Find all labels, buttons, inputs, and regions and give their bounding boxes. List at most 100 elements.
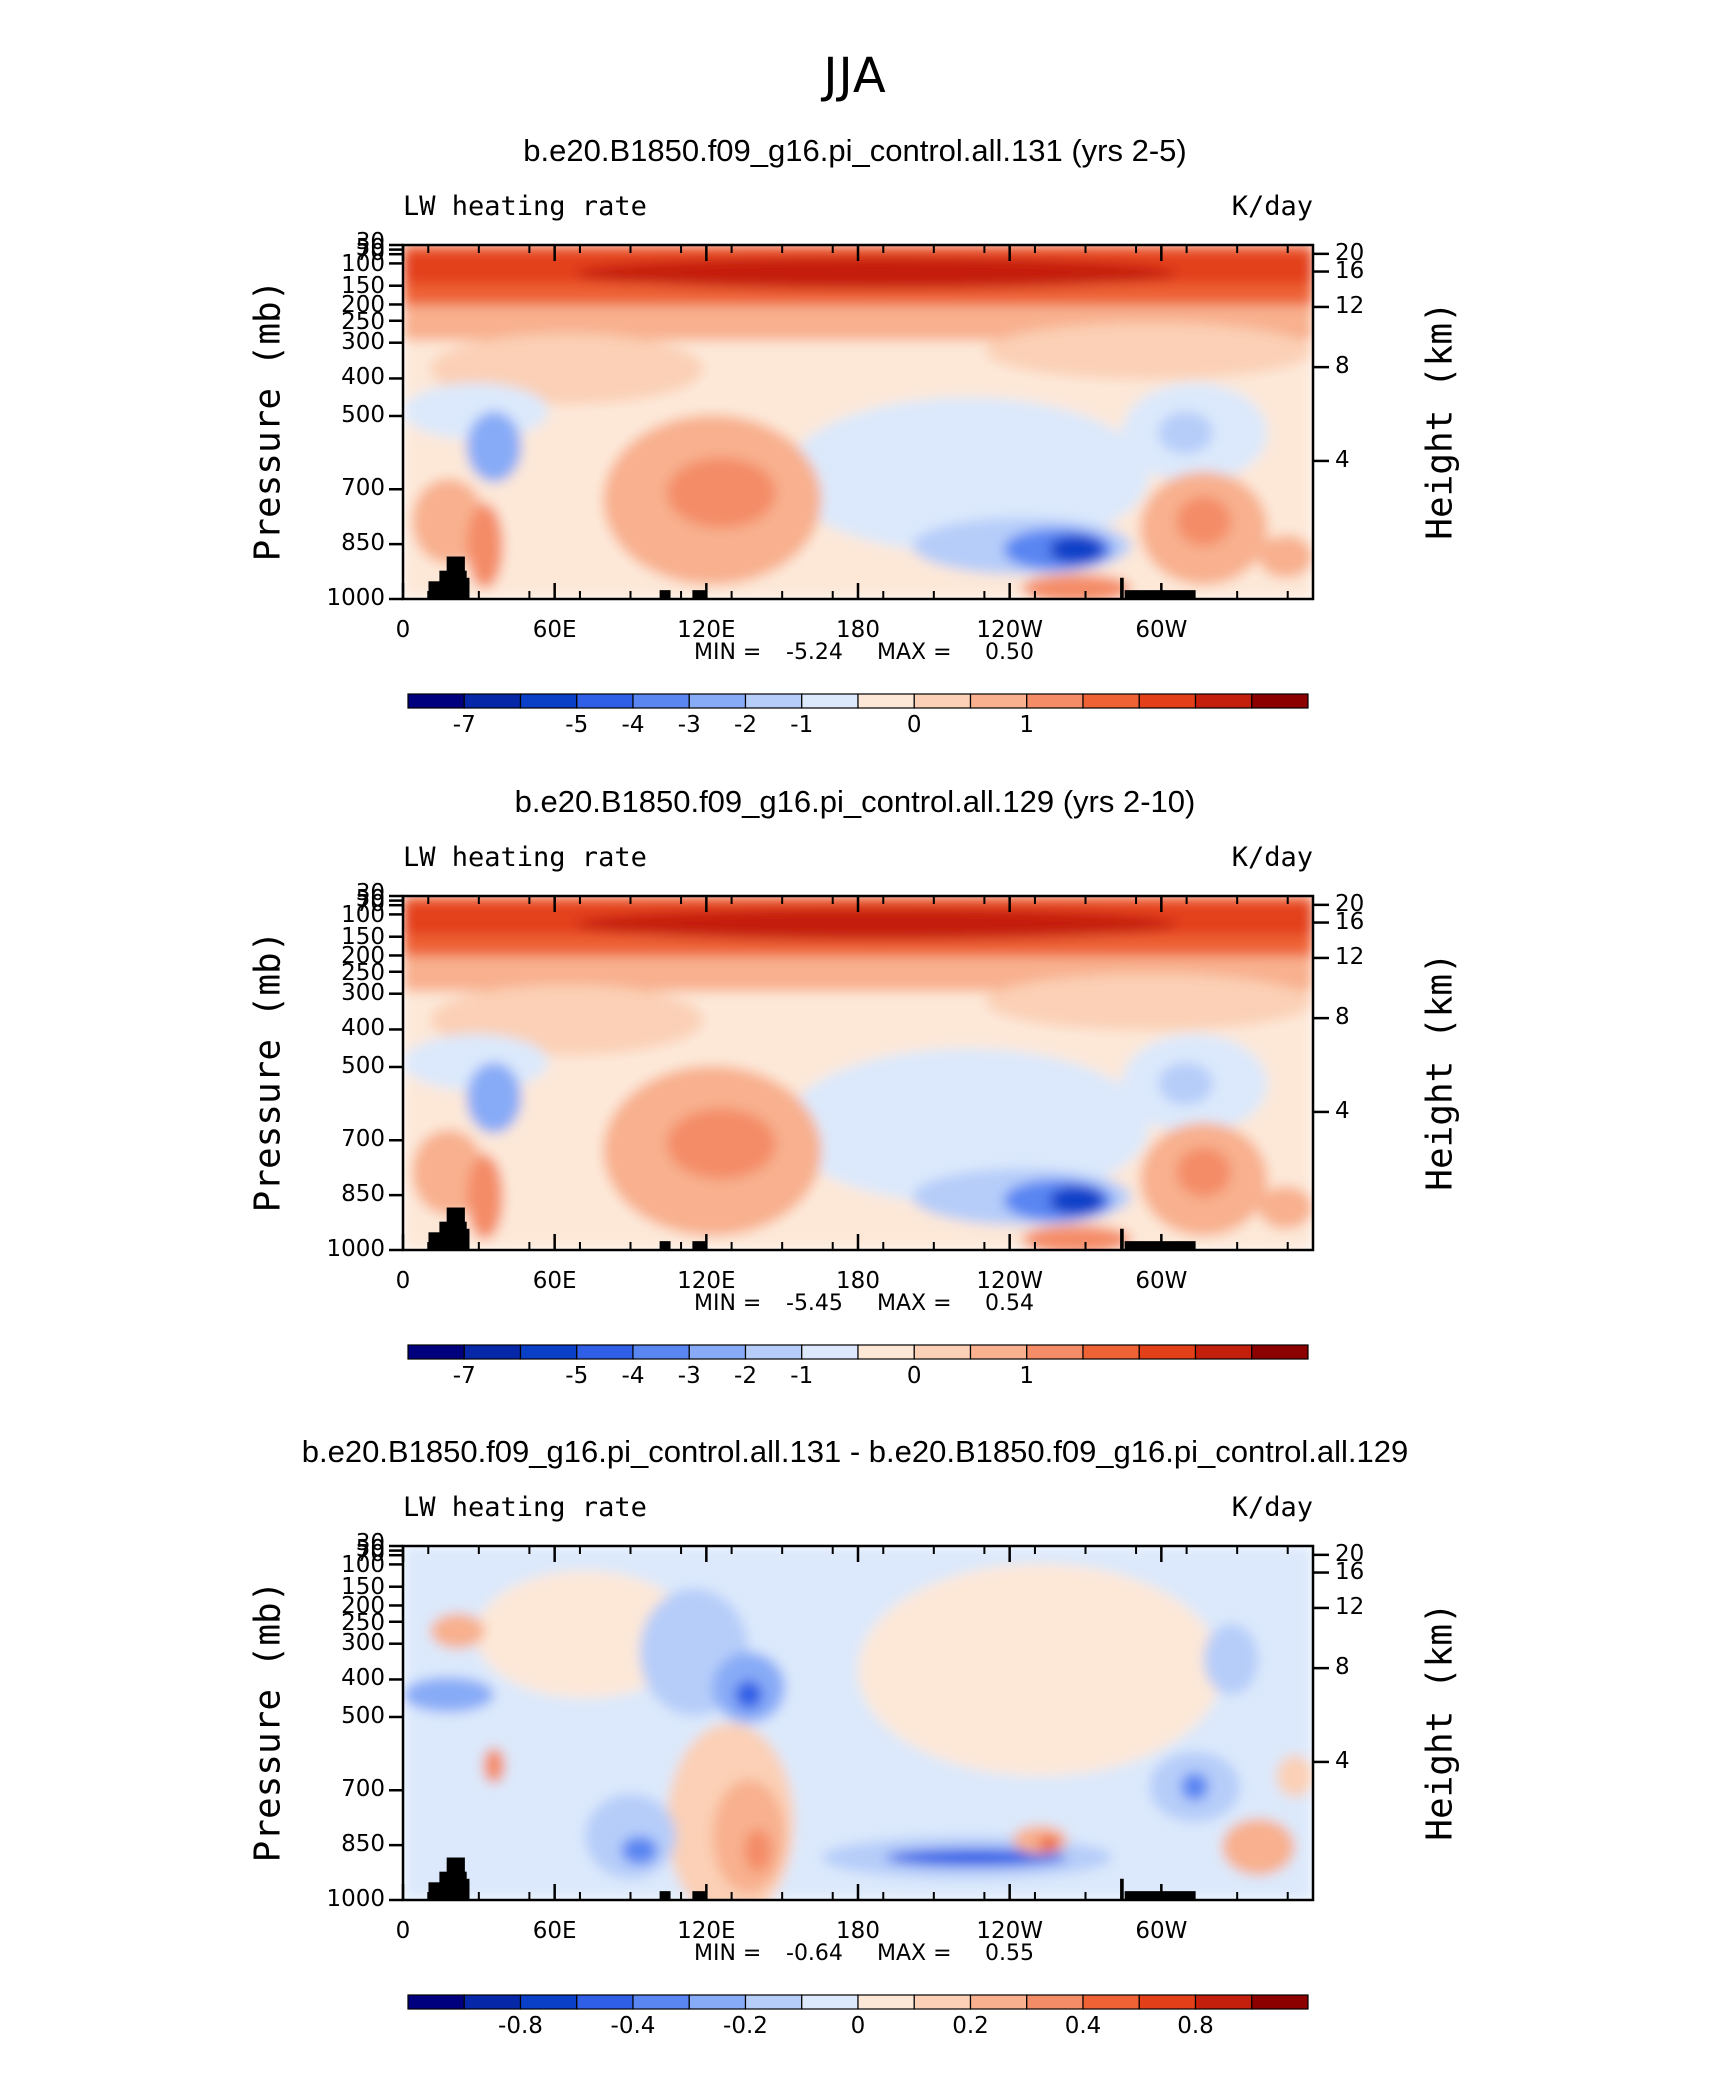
- colorbar-box: [519, 693, 578, 709]
- colorbar-label: 0: [906, 712, 922, 738]
- pressure-tick-label: 150: [341, 1574, 385, 1601]
- contour-region-8: [466, 411, 522, 483]
- colorbar-box: [913, 693, 972, 709]
- y-axis-title: Pressure (mb): [247, 930, 289, 1213]
- contour-plot: [389, 894, 1329, 1252]
- contour-region-13: [621, 1836, 658, 1865]
- contour-region-8: [466, 1062, 522, 1134]
- contour-region-3: [575, 908, 1177, 941]
- colorbar-box: [1194, 1344, 1253, 1360]
- contour-region-22: [1203, 1623, 1259, 1695]
- contour-region-9: [785, 1048, 1150, 1204]
- pressure-tick-label: 250: [341, 1609, 385, 1636]
- terrain-mask: [1120, 577, 1124, 599]
- colorbar-box: [1138, 1344, 1197, 1360]
- colorbar-label: -1: [790, 712, 814, 738]
- pressure-tick-label: 30: [355, 1530, 385, 1557]
- colorbar-box: [688, 1994, 747, 2010]
- colorbar-box: [1251, 1994, 1309, 2010]
- units-label: K/day: [1231, 842, 1313, 873]
- x-tick-label: 180: [836, 617, 880, 643]
- pressure-tick-label: 300: [341, 979, 385, 1006]
- terrain-mask: [659, 1241, 671, 1250]
- height-tick-label: 4: [1335, 446, 1350, 473]
- chart-panel-2: b.e20.B1850.f09_g16.pi_control.all.129 (…: [0, 784, 1710, 1434]
- pressure-tick-label: 30: [355, 229, 385, 256]
- height-tick-label: 12: [1335, 1593, 1365, 1620]
- height-tick-label: 20: [1335, 890, 1365, 917]
- pressure-tick-label: 70: [355, 239, 385, 266]
- height-tick-label: 4: [1335, 1097, 1350, 1124]
- pressure-tick-label: 700: [341, 1126, 385, 1153]
- colorbar-box: [632, 1994, 690, 2010]
- colorbar-label: 0: [906, 1363, 922, 1389]
- stats-min-value: -5.24: [786, 640, 843, 665]
- colorbar-box: [1251, 1344, 1309, 1360]
- colorbar-box: [857, 1344, 915, 1360]
- contour-plot: [389, 1544, 1329, 1902]
- colorbar-box: [576, 693, 634, 709]
- contour-region-18: [466, 1154, 504, 1240]
- colorbar-box: [463, 693, 522, 709]
- contour-region-22: [1021, 574, 1131, 599]
- pressure-tick-label: 50: [355, 1536, 385, 1563]
- y-axis-right-title: Height (km): [1419, 952, 1461, 1191]
- colorbar-box: [632, 1344, 690, 1360]
- colorbar-box: [801, 693, 859, 709]
- x-tick-label: 0: [395, 1918, 411, 1944]
- colorbar-box: [1082, 1994, 1140, 2010]
- terrain-mask: [455, 1228, 470, 1250]
- height-tick-label: 20: [1335, 1540, 1365, 1567]
- contour-region-14: [1049, 535, 1104, 564]
- colorbar-box: [744, 1344, 803, 1360]
- colorbar-label: -7: [452, 1363, 476, 1389]
- x-tick-label: 60W: [1135, 1918, 1188, 1944]
- contour-region-17: [412, 1129, 485, 1215]
- contour-region-15: [885, 1848, 1068, 1867]
- x-tick-label: 60W: [1135, 1268, 1188, 1294]
- contour-region-17: [1038, 1836, 1061, 1851]
- x-tick-label: 180: [836, 1918, 880, 1944]
- pressure-tick-label: 200: [341, 291, 385, 318]
- colorbar-box: [1251, 693, 1309, 709]
- colorbar: [407, 1994, 1309, 2010]
- contour-region-11: [1158, 411, 1213, 454]
- contour-region-22: [1021, 1225, 1131, 1250]
- contour-region-3: [575, 257, 1177, 290]
- colorbar-box: [1138, 693, 1197, 709]
- contour-region-14: [1049, 1186, 1104, 1215]
- height-tick-label: 8: [1335, 353, 1350, 380]
- terrain-mask: [659, 1891, 671, 1900]
- pressure-tick-label: 50: [355, 235, 385, 262]
- x-tick-label: 60E: [532, 1268, 577, 1294]
- x-tick-label: 0: [395, 1268, 411, 1294]
- contour-region-2: [475, 1570, 695, 1699]
- x-tick-label: 60E: [532, 617, 577, 643]
- pressure-tick-label: 300: [341, 1629, 385, 1656]
- variable-label: LW heating rate: [403, 1492, 647, 1523]
- terrain-mask: [1120, 1228, 1124, 1250]
- pressure-tick-label: 500: [341, 1702, 385, 1729]
- panel-title: b.e20.B1850.f09_g16.pi_control.all.131 -…: [301, 1434, 1409, 1469]
- colorbar-box: [801, 1344, 859, 1360]
- colorbar-box: [744, 1994, 803, 2010]
- contour-region-12: [585, 1793, 676, 1879]
- colorbar-box: [1082, 693, 1140, 709]
- colorbar-box: [407, 1994, 465, 2010]
- colorbar: [407, 693, 1309, 709]
- pressure-tick-label: 250: [341, 308, 385, 335]
- contour-region-21: [1258, 1186, 1313, 1229]
- contour-region-18: [466, 503, 504, 589]
- contour-plot: [389, 243, 1329, 601]
- colorbar-box: [913, 1344, 972, 1360]
- colorbar-box: [519, 1344, 578, 1360]
- x-tick-label: 60E: [532, 1918, 577, 1944]
- figure-title: JJA: [823, 48, 887, 104]
- colorbar-label: 0.8: [1177, 2013, 1214, 2039]
- colorbar-label: 0: [850, 2013, 866, 2039]
- colorbar-box: [857, 693, 915, 709]
- height-tick-label: 16: [1335, 257, 1365, 284]
- colorbar-box: [1194, 693, 1253, 709]
- pressure-tick-label: 700: [341, 1776, 385, 1803]
- contour-region-16: [666, 457, 777, 529]
